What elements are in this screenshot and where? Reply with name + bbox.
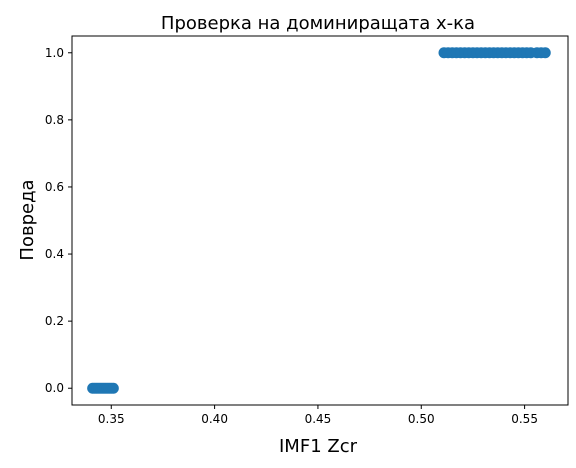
y-tick-label: 0.6 — [45, 180, 64, 194]
y-tick-label: 0.4 — [45, 247, 64, 261]
y-axis-label: Повреда — [17, 179, 38, 260]
y-tick-label: 1.0 — [45, 46, 64, 60]
x-tick-label: 0.55 — [511, 412, 538, 426]
x-axis-label: IMF1 Zcr — [279, 436, 358, 457]
x-tick-label: 0.35 — [98, 412, 125, 426]
x-tick-label: 0.45 — [305, 412, 332, 426]
y-tick-label: 0.2 — [45, 314, 64, 328]
x-tick-label: 0.40 — [201, 412, 228, 426]
x-axis-ticks: 0.35 0.40 0.45 0.50 0.55 — [98, 405, 538, 426]
y-tick-label: 0.8 — [45, 113, 64, 127]
scatter-point — [539, 47, 551, 59]
x-tick-label: 0.50 — [408, 412, 435, 426]
y-tick-label: 0.0 — [45, 381, 64, 395]
chart-title: Проверка на доминиращата х-ка — [161, 13, 475, 34]
plot-frame — [71, 35, 569, 406]
scatter-point — [107, 382, 119, 394]
scatter-points — [87, 47, 551, 394]
y-axis-ticks: 0.0 0.2 0.4 0.6 0.8 1.0 — [45, 46, 72, 395]
